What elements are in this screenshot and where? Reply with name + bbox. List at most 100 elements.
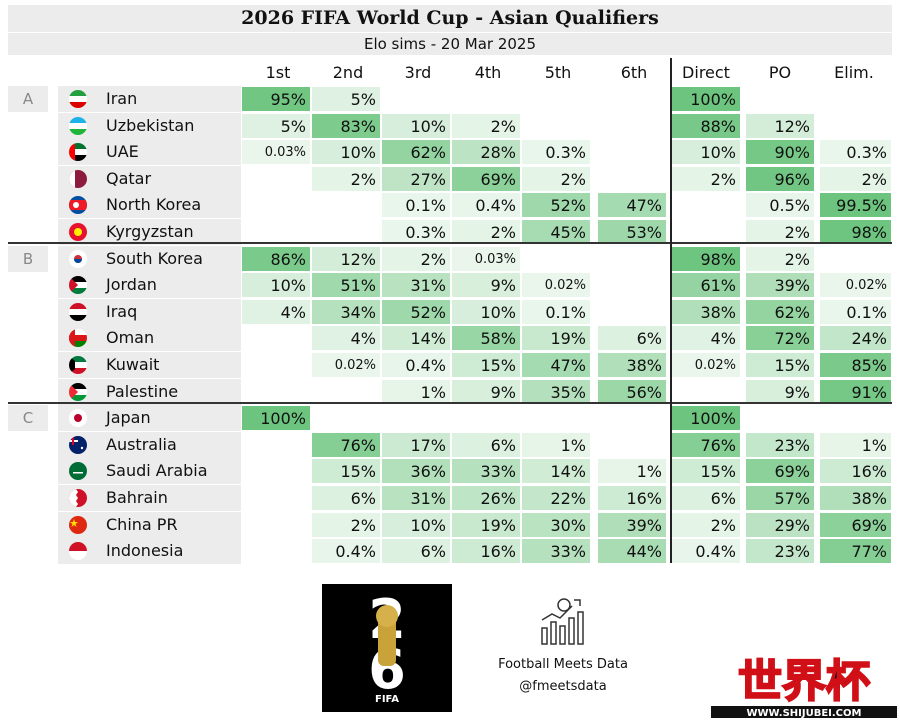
prob-cell-2nd: 2%: [311, 165, 381, 192]
prob-cell-po: 2%: [745, 245, 815, 272]
prob-cell-3rd: 0.4%: [381, 352, 451, 378]
prob-cell-2nd: 76%: [311, 431, 381, 458]
team-name: North Korea: [98, 192, 241, 219]
prob-cell-2nd: 4%: [311, 325, 381, 352]
prob-cell-direct: 98%: [671, 245, 741, 272]
oman-flag-icon: [69, 329, 87, 348]
flag-cell: [58, 298, 98, 325]
north-korea-flag-icon: [69, 196, 87, 215]
prob-cell-elim: 0.1%: [819, 298, 892, 325]
prob-cell-3rd: 27%: [381, 165, 451, 192]
team-name: Iran: [98, 86, 241, 112]
prob-cell-3rd: 10%: [381, 112, 451, 139]
prob-cell-elim: 85%: [819, 352, 892, 378]
jordan-flag-icon: [69, 276, 87, 295]
flag-cell: [58, 485, 98, 511]
prob-cell-po: 69%: [745, 458, 815, 485]
analytics-chart-icon: [538, 598, 588, 646]
prob-cell-po: 0.5%: [745, 192, 815, 219]
prob-cell-6th: 47%: [597, 192, 667, 219]
prob-cell-elim: 0.02%: [819, 272, 892, 299]
flag-cell: [58, 139, 98, 166]
prob-cell-4th: 16%: [451, 538, 521, 565]
uzbekistan-flag-icon: [69, 116, 87, 135]
prob-cell-5th: 52%: [521, 192, 591, 219]
prob-cell-elim: 69%: [819, 511, 892, 538]
prob-cell-1st: 4%: [241, 298, 311, 325]
fifa-2026-logo: 2 6 FIFA: [322, 584, 452, 712]
prob-cell-3rd: [381, 86, 451, 112]
prob-cell-elim: 24%: [819, 325, 892, 352]
team-name: Saudi Arabia: [98, 458, 241, 485]
group-label: C: [8, 405, 48, 432]
prob-cell-5th: 2%: [521, 165, 591, 192]
prob-cell-5th: 22%: [521, 485, 591, 511]
team-name: China PR: [98, 511, 241, 538]
prob-cell-5th: 0.3%: [521, 139, 591, 166]
prob-cell-direct: 10%: [671, 139, 741, 166]
prob-cell-2nd: [311, 405, 381, 432]
prob-cell-5th: 30%: [521, 511, 591, 538]
prob-cell-po: 12%: [745, 112, 815, 139]
team-name: Qatar: [98, 165, 241, 192]
prob-cell-3rd: 2%: [381, 245, 451, 272]
prob-cell-1st: 10%: [241, 272, 311, 299]
prob-cell-po: 23%: [745, 538, 815, 565]
prob-cell-po: 96%: [745, 165, 815, 192]
prob-cell-3rd: 52%: [381, 298, 451, 325]
brand-handle: @fmeetsdata: [519, 679, 607, 694]
prob-cell-5th: [521, 245, 591, 272]
china-flag-icon: [69, 515, 87, 534]
prob-cell-1st: [241, 192, 311, 219]
prob-cell-direct: 2%: [671, 165, 741, 192]
prob-cell-3rd: 17%: [381, 431, 451, 458]
prob-cell-4th: 26%: [451, 485, 521, 511]
prob-cell-4th: 28%: [451, 139, 521, 166]
watermark-url: WWW.SHIJUBEI.COM: [747, 708, 862, 718]
prob-cell-3rd: 36%: [381, 458, 451, 485]
prob-cell-3rd: [381, 405, 451, 432]
prob-cell-po: 90%: [745, 139, 815, 166]
qatar-flag-icon: [69, 169, 87, 188]
prob-cell-po: 39%: [745, 272, 815, 299]
prob-cell-6th: [597, 86, 667, 112]
flag-cell: [58, 378, 98, 405]
prob-cell-4th: 0.03%: [451, 245, 521, 272]
flag-cell: [58, 458, 98, 485]
flag-cell: [58, 272, 98, 299]
prob-cell-1st: 0.03%: [241, 139, 311, 166]
team-name: Iraq: [98, 298, 241, 325]
iran-flag-icon: [69, 90, 87, 108]
prob-cell-direct: 2%: [671, 511, 741, 538]
prob-cell-1st: [241, 352, 311, 378]
prob-cell-direct: 0.02%: [671, 352, 741, 378]
prob-cell-6th: 53%: [597, 219, 667, 245]
prob-cell-6th: 6%: [597, 325, 667, 352]
team-name: Indonesia: [98, 538, 241, 565]
flag-cell: [58, 219, 98, 245]
prob-cell-5th: 0.02%: [521, 272, 591, 299]
prob-cell-elim: 1%: [819, 431, 892, 458]
chart-subtitle: Elo sims - 20 Mar 2025: [8, 33, 892, 55]
prob-cell-4th: 19%: [451, 511, 521, 538]
uae-flag-icon: [69, 143, 87, 162]
prob-cell-1st: [241, 511, 311, 538]
shijubei-watermark: 世界杯 WWW.SHIJUBEI.COM: [711, 652, 897, 719]
prob-cell-1st: [241, 458, 311, 485]
prob-cell-6th: [597, 245, 667, 272]
logo-fifa-text: FIFA: [375, 694, 399, 705]
prob-cell-po: 9%: [745, 378, 815, 405]
team-name: Kyrgyzstan: [98, 219, 241, 245]
flag-cell: [58, 192, 98, 219]
prob-cell-4th: [451, 405, 521, 432]
flag-cell: [58, 405, 98, 432]
prob-cell-elim: 16%: [819, 458, 892, 485]
prob-cell-2nd: 15%: [311, 458, 381, 485]
flag-cell: [58, 245, 98, 272]
prob-cell-5th: 35%: [521, 378, 591, 405]
prob-cell-4th: 10%: [451, 298, 521, 325]
prob-cell-3rd: 1%: [381, 378, 451, 405]
team-name: Uzbekistan: [98, 112, 241, 139]
column-header: 6th: [620, 63, 648, 82]
direct-divider: [670, 58, 672, 563]
